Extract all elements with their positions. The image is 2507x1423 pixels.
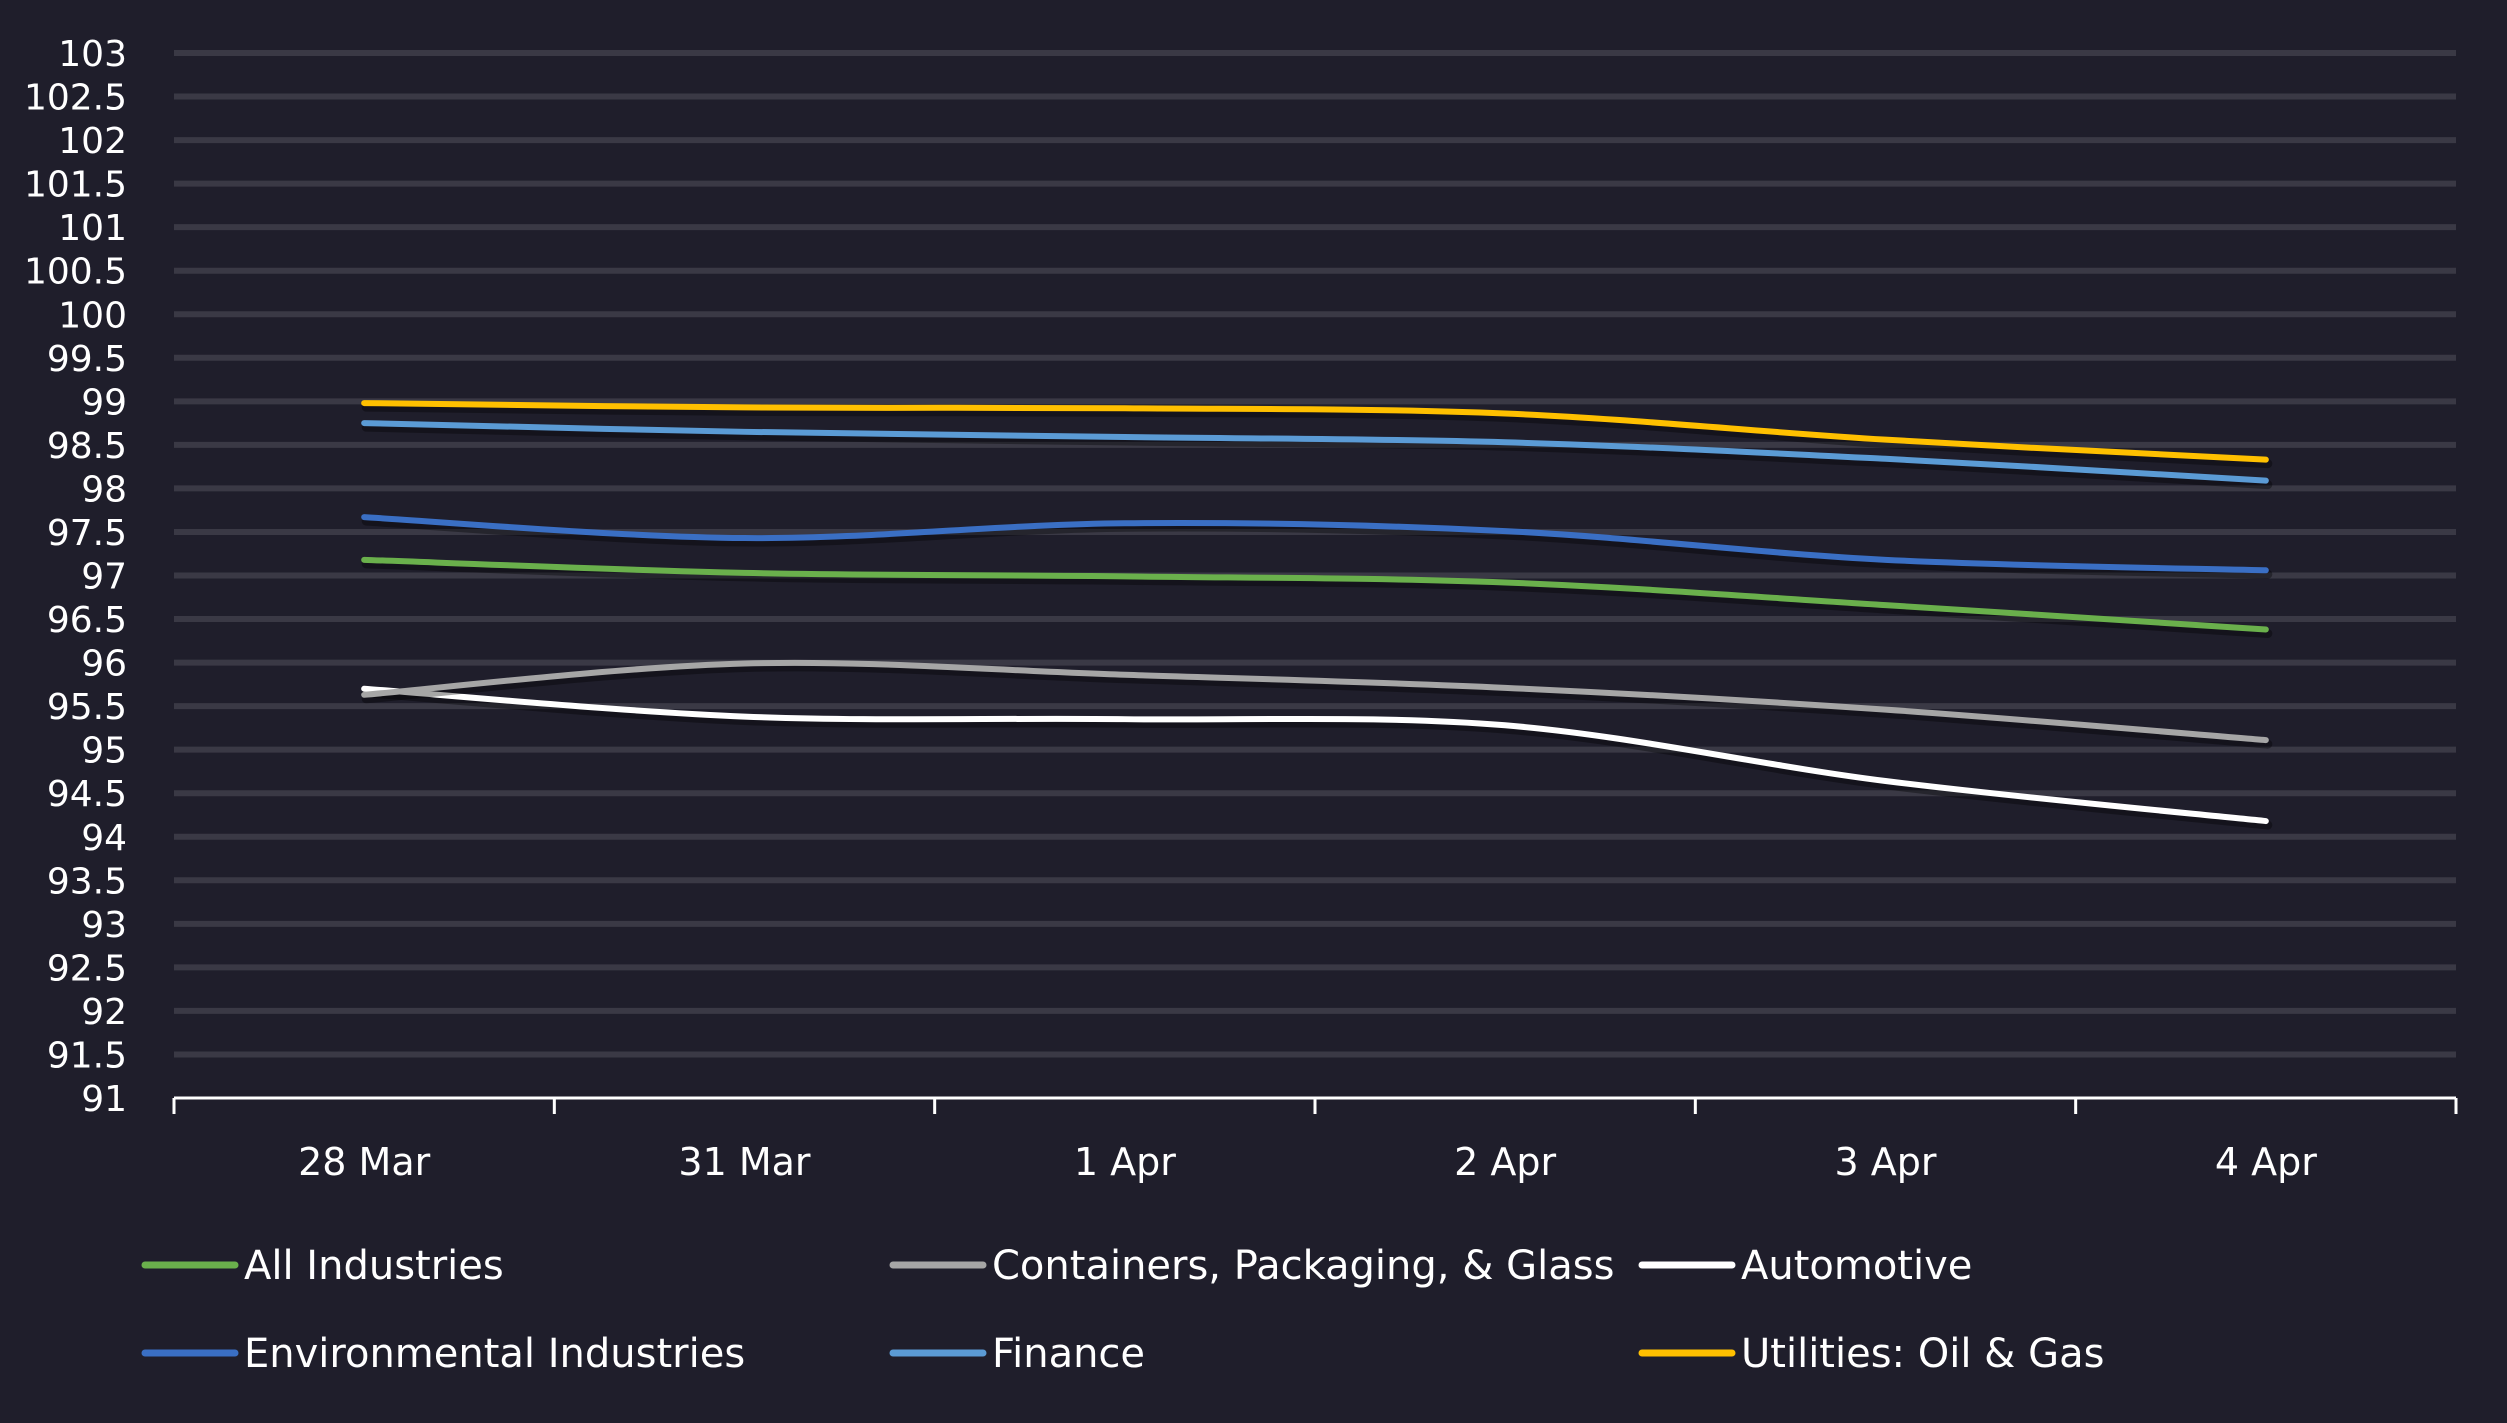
series-line-shadow: [361, 402, 2273, 469]
legend-item: Automotive: [1638, 1243, 1972, 1289]
y-tick-label: 102.5: [24, 78, 127, 119]
y-tick-label: 99: [81, 382, 127, 423]
x-tick-label: 1 Apr: [1074, 1140, 1176, 1184]
legend-item: Finance: [889, 1331, 1145, 1377]
y-tick-label: 94: [81, 818, 127, 859]
series-line-environmental-industries: [361, 514, 2269, 574]
series-line-automotive: [361, 685, 2269, 825]
y-tick-label: 91: [81, 1079, 127, 1120]
series-lines: [361, 400, 2273, 830]
y-tick-label: 92.5: [47, 948, 127, 989]
y-tick-label: 96.5: [47, 600, 127, 641]
x-tick-label: 4 Apr: [2215, 1140, 2317, 1184]
y-tick-label: 92: [81, 992, 127, 1033]
y-tick-label: 98: [81, 469, 127, 510]
legend-label: Automotive: [1741, 1243, 1972, 1289]
y-tick-label: 91.5: [47, 1035, 127, 1076]
legend-label: Utilities: Oil & Gas: [1741, 1331, 2104, 1377]
y-axis-tick-labels: 103102.5102101.5101100.510099.59998.5989…: [24, 34, 127, 1120]
y-tick-label: 95: [81, 731, 127, 772]
series-line-finance: [361, 420, 2269, 484]
x-tick-label: 3 Apr: [1835, 1140, 1937, 1184]
x-tick-label: 28 Mar: [298, 1140, 431, 1184]
y-tick-label: 101.5: [24, 165, 127, 206]
series-line-all-industries: [361, 556, 2269, 633]
y-tick-label: 99.5: [47, 339, 127, 380]
y-tick-label: 93: [81, 905, 127, 946]
y-tick-label: 96: [81, 644, 127, 685]
legend-label: Finance: [992, 1331, 1145, 1377]
legend-item: All Industries: [141, 1243, 504, 1289]
y-tick-label: 97: [81, 557, 127, 598]
y-tick-label: 103: [58, 34, 127, 75]
y-tick-label: 95.5: [47, 687, 127, 728]
series-line-utilities-oil-gas: [361, 400, 2269, 463]
legend-item: Environmental Industries: [141, 1331, 745, 1377]
legend-label: All Industries: [244, 1243, 504, 1289]
gridlines: [174, 50, 2456, 1058]
y-tick-label: 102: [58, 121, 127, 162]
series-line-shadow: [361, 688, 2273, 830]
y-tick-label: 93.5: [47, 861, 127, 902]
y-tick-label: 97.5: [47, 513, 127, 554]
legend-item: Utilities: Oil & Gas: [1638, 1331, 2104, 1377]
series-line-shadow: [361, 559, 2273, 638]
y-tick-label: 94.5: [47, 774, 127, 815]
y-tick-label: 100: [58, 295, 127, 336]
x-axis: 28 Mar 31 Mar 1 Apr 2 Apr 3 Apr 4 Apr: [172, 1096, 2458, 1184]
series-line-containers-packaging-glass: [361, 659, 2269, 744]
legend: All Industries Containers, Packaging, & G…: [141, 1243, 2104, 1377]
y-tick-label: 100.5: [24, 252, 127, 293]
y-tick-label: 98.5: [47, 426, 127, 467]
series-line-shadow: [361, 662, 2273, 749]
legend-label: Environmental Industries: [244, 1331, 745, 1377]
legend-item: Containers, Packaging, & Glass: [889, 1243, 1614, 1289]
series-line-shadow: [361, 516, 2273, 579]
x-tick-label: 2 Apr: [1454, 1140, 1556, 1184]
series-line-shadow: [361, 422, 2273, 490]
legend-label: Containers, Packaging, & Glass: [992, 1243, 1614, 1289]
y-tick-label: 101: [58, 208, 127, 249]
x-tick-label: 31 Mar: [678, 1140, 811, 1184]
